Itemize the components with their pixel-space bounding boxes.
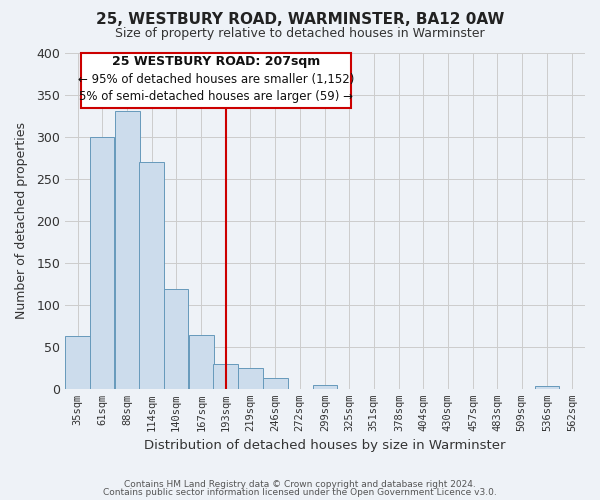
Text: ← 95% of detached houses are smaller (1,152): ← 95% of detached houses are smaller (1,…: [77, 74, 354, 86]
Bar: [89, 136, 115, 389]
Bar: [115, 112, 140, 389]
Text: Size of property relative to detached houses in Warminster: Size of property relative to detached ho…: [115, 28, 485, 40]
Bar: [189, 335, 214, 389]
Bar: [164, 289, 188, 389]
Bar: [65, 336, 90, 389]
Text: 5% of semi-detached houses are larger (59) →: 5% of semi-detached houses are larger (5…: [79, 90, 353, 103]
Bar: [214, 364, 238, 389]
Text: Contains public sector information licensed under the Open Government Licence v3: Contains public sector information licen…: [103, 488, 497, 497]
Y-axis label: Number of detached properties: Number of detached properties: [15, 122, 28, 319]
Bar: [263, 378, 288, 389]
X-axis label: Distribution of detached houses by size in Warminster: Distribution of detached houses by size …: [144, 440, 506, 452]
Bar: [139, 162, 164, 389]
Bar: [313, 384, 337, 389]
Bar: [238, 368, 263, 389]
FancyBboxPatch shape: [80, 52, 351, 108]
Text: 25 WESTBURY ROAD: 207sqm: 25 WESTBURY ROAD: 207sqm: [112, 55, 320, 68]
Bar: [535, 386, 559, 389]
Text: Contains HM Land Registry data © Crown copyright and database right 2024.: Contains HM Land Registry data © Crown c…: [124, 480, 476, 489]
Text: 25, WESTBURY ROAD, WARMINSTER, BA12 0AW: 25, WESTBURY ROAD, WARMINSTER, BA12 0AW: [96, 12, 504, 28]
